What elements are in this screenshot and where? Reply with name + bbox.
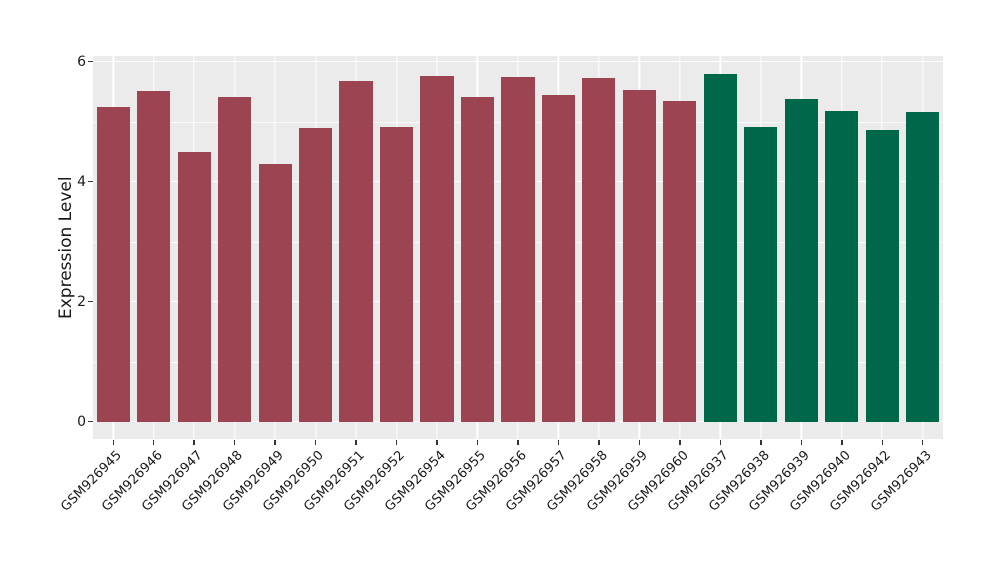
bar [96, 106, 130, 422]
x-tick-mark [517, 440, 519, 445]
bar [298, 128, 333, 422]
y-tick-mark [88, 180, 93, 183]
bar [744, 126, 778, 422]
x-tick-mark [395, 440, 398, 445]
y-tick-label: 4 [77, 173, 86, 190]
bar [582, 78, 616, 422]
bar [379, 126, 414, 422]
bar-slot [862, 56, 902, 439]
bar [177, 151, 211, 422]
bar [258, 163, 292, 422]
x-tick-mark [153, 440, 155, 445]
bar [784, 98, 818, 422]
bar-slot [336, 56, 376, 439]
gridline-major-y [93, 420, 943, 423]
y-tick-label: 0 [77, 413, 86, 430]
gridline-major-y [93, 60, 943, 63]
bar [622, 89, 656, 422]
bar-slot [93, 56, 133, 439]
bar-slot [700, 56, 740, 439]
bar [906, 111, 940, 422]
plot-panel [93, 56, 943, 439]
bar-slots-container [93, 56, 943, 439]
bar-slot [741, 56, 781, 439]
bar-slot [214, 56, 254, 439]
x-tick-mark [476, 440, 479, 445]
x-tick-mark [112, 440, 114, 445]
bar-slot [821, 56, 861, 439]
x-tick-mark [719, 440, 722, 445]
bar-slot [902, 56, 942, 439]
bar-slot [174, 56, 214, 439]
y-axis-title: Expression Level [56, 176, 76, 319]
bar-slot [457, 56, 497, 439]
y-tick-label: 6 [77, 53, 86, 70]
bar [703, 73, 737, 422]
bar-slot [619, 56, 659, 439]
x-tick-mark [598, 440, 600, 445]
bar [460, 96, 495, 422]
x-tick-mark [841, 440, 843, 445]
x-tick-mark [355, 440, 357, 445]
x-tick-mark [800, 440, 803, 445]
bar-slot [255, 56, 295, 439]
bar-slot [498, 56, 538, 439]
x-tick-mark [638, 440, 641, 445]
bar-slot [295, 56, 335, 439]
bar [663, 100, 697, 422]
x-tick-mark [760, 440, 762, 445]
bar-slot [538, 56, 578, 439]
bar [218, 96, 252, 422]
x-tick-mark [557, 440, 560, 445]
x-tick-mark [436, 440, 438, 445]
bar-slot [660, 56, 700, 439]
x-tick-mark [679, 440, 681, 445]
bar-slot [579, 56, 619, 439]
bar [501, 77, 535, 422]
bar-slot [417, 56, 457, 439]
bar [865, 129, 899, 422]
x-tick-mark [314, 440, 317, 445]
bar [339, 80, 373, 422]
y-tick-mark [88, 300, 93, 303]
bar [420, 75, 454, 422]
y-tick-mark [88, 60, 93, 63]
bar-slot [376, 56, 416, 439]
x-tick-mark [274, 440, 276, 445]
x-tick-mark [193, 440, 195, 445]
x-tick-mark [922, 440, 924, 445]
x-tick-mark [881, 440, 883, 445]
bar-slot [781, 56, 821, 439]
x-tick-mark [233, 440, 236, 445]
y-tick-label: 2 [77, 293, 86, 310]
bar [825, 110, 859, 422]
bar-slot [133, 56, 173, 439]
bar [137, 90, 171, 422]
y-tick-mark [88, 420, 93, 423]
bar [541, 95, 575, 422]
